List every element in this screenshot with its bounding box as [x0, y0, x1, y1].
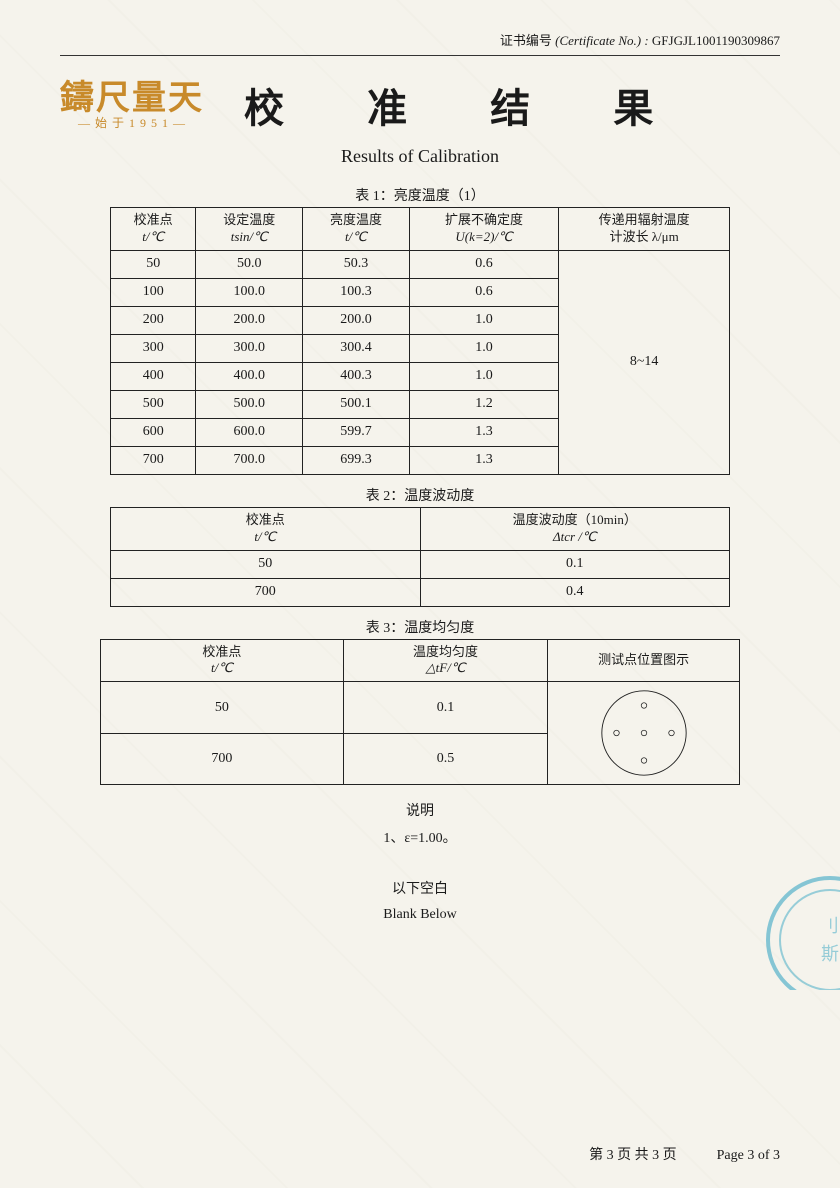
- table-cell: 1.3: [409, 418, 558, 446]
- note-line1: 1、ε=1.00。: [60, 826, 780, 853]
- t3-h2: 温度均匀度 △tF/℃: [343, 639, 547, 682]
- table2: 校准点 t/℃ 温度波动度（10min） Δtcr /℃ 500.17000.4: [110, 507, 730, 607]
- t3-h3: 测试点位置图示: [548, 639, 740, 682]
- table-cell: 400: [111, 362, 196, 390]
- t2-h2: 温度波动度（10min） Δtcr /℃: [420, 507, 730, 550]
- note-title: 说明: [60, 799, 780, 826]
- table2-title: 表 2：温度波动度: [60, 485, 780, 505]
- table-cell: 500.1: [303, 390, 410, 418]
- table-cell: 50.3: [303, 250, 410, 278]
- page: 证书编号 (Certificate No.) : GFJGJL100119030…: [0, 0, 840, 1188]
- stamp-icon: 刂 斯: [750, 870, 840, 990]
- note: 说明 1、ε=1.00。: [60, 799, 780, 852]
- footer: 第 3 页 共 3 页 Page 3 of 3: [589, 1144, 780, 1164]
- blank-below: 以下空白 Blank Below: [60, 877, 780, 927]
- svg-text:斯: 斯: [821, 944, 839, 964]
- table3-title: 表 3：温度均匀度: [60, 617, 780, 637]
- table-cell: 600.0: [196, 418, 303, 446]
- divider: [60, 55, 780, 56]
- table1: 校准点 t/℃ 设定温度 tsin/℃ 亮度温度 t/℃ 扩展不确定度 U(k=…: [110, 207, 730, 475]
- logo-sub: — 始 于 1 9 5 1 —: [60, 117, 204, 130]
- header: 鑄尺量天 — 始 于 1 9 5 1 — 校 准 结 果: [60, 76, 780, 134]
- table-cell: 400.0: [196, 362, 303, 390]
- table-cell: 300.4: [303, 334, 410, 362]
- table-cell: 0.4: [420, 578, 730, 606]
- table-cell: 0.1: [420, 550, 730, 578]
- logo-main: 鑄尺量天: [60, 80, 204, 117]
- t1-h2: 设定温度 tsin/℃: [196, 208, 303, 251]
- table-cell: 0.6: [409, 250, 558, 278]
- table-cell: 300: [111, 334, 196, 362]
- table-cell: 50: [111, 250, 196, 278]
- table-cell: 700.0: [196, 446, 303, 474]
- cert-label-cn: 证书编号: [500, 33, 552, 48]
- title-en: Results of Calibration: [60, 146, 780, 167]
- table-cell: 600: [111, 418, 196, 446]
- cert-number: GFJGJL1001190309867: [652, 33, 780, 48]
- table-cell: 699.3: [303, 446, 410, 474]
- table-cell: 1.0: [409, 306, 558, 334]
- certificate-line: 证书编号 (Certificate No.) : GFJGJL100119030…: [60, 30, 780, 49]
- svg-text:刂: 刂: [821, 916, 839, 936]
- t3-r1c2: 0.5: [343, 733, 547, 785]
- t1-h3: 亮度温度 t/℃: [303, 208, 410, 251]
- title-cn: 校 准 结 果: [234, 76, 689, 134]
- t1-merged-col5: 8~14: [559, 250, 730, 474]
- t3-r0c2: 0.1: [343, 682, 547, 734]
- table1-title: 表 1：亮度温度（1）: [60, 185, 780, 205]
- table-cell: 100: [111, 278, 196, 306]
- t3-r0c1: 50: [101, 682, 344, 734]
- table-cell: 100.3: [303, 278, 410, 306]
- table-cell: 200.0: [303, 306, 410, 334]
- table-cell: 599.7: [303, 418, 410, 446]
- t1-h4: 扩展不确定度 U(k=2)/℃: [409, 208, 558, 251]
- table-cell: 0.6: [409, 278, 558, 306]
- table-cell: 1.0: [409, 334, 558, 362]
- table-cell: 700: [111, 446, 196, 474]
- table-cell: 1.0: [409, 362, 558, 390]
- table-cell: 700: [111, 578, 421, 606]
- t1-h5: 传递用辐射温度 计波长 λ/μm: [559, 208, 730, 251]
- table-cell: 1.2: [409, 390, 558, 418]
- test-point-diagram-icon: [589, 688, 699, 778]
- logo: 鑄尺量天 — 始 于 1 9 5 1 —: [60, 80, 204, 131]
- t3-r1c1: 700: [101, 733, 344, 785]
- table-cell: 500.0: [196, 390, 303, 418]
- table-cell: 500: [111, 390, 196, 418]
- t3-diagram-cell: [548, 682, 740, 785]
- table-cell: 200.0: [196, 306, 303, 334]
- table3: 校准点 t/℃ 温度均匀度 △tF/℃ 测试点位置图示 50 0.1 700 0…: [100, 639, 740, 786]
- t3-h1: 校准点 t/℃: [101, 639, 344, 682]
- t1-h1: 校准点 t/℃: [111, 208, 196, 251]
- footer-cn: 第 3 页 共 3 页: [589, 1144, 677, 1164]
- t2-h1: 校准点 t/℃: [111, 507, 421, 550]
- table-cell: 50.0: [196, 250, 303, 278]
- table-cell: 100.0: [196, 278, 303, 306]
- blank-cn: 以下空白: [60, 877, 780, 902]
- table-cell: 1.3: [409, 446, 558, 474]
- cert-label-en: (Certificate No.) :: [555, 33, 649, 48]
- footer-en: Page 3 of 3: [717, 1148, 780, 1164]
- table-cell: 400.3: [303, 362, 410, 390]
- table-cell: 50: [111, 550, 421, 578]
- table-cell: 300.0: [196, 334, 303, 362]
- table-cell: 200: [111, 306, 196, 334]
- blank-en: Blank Below: [60, 902, 780, 927]
